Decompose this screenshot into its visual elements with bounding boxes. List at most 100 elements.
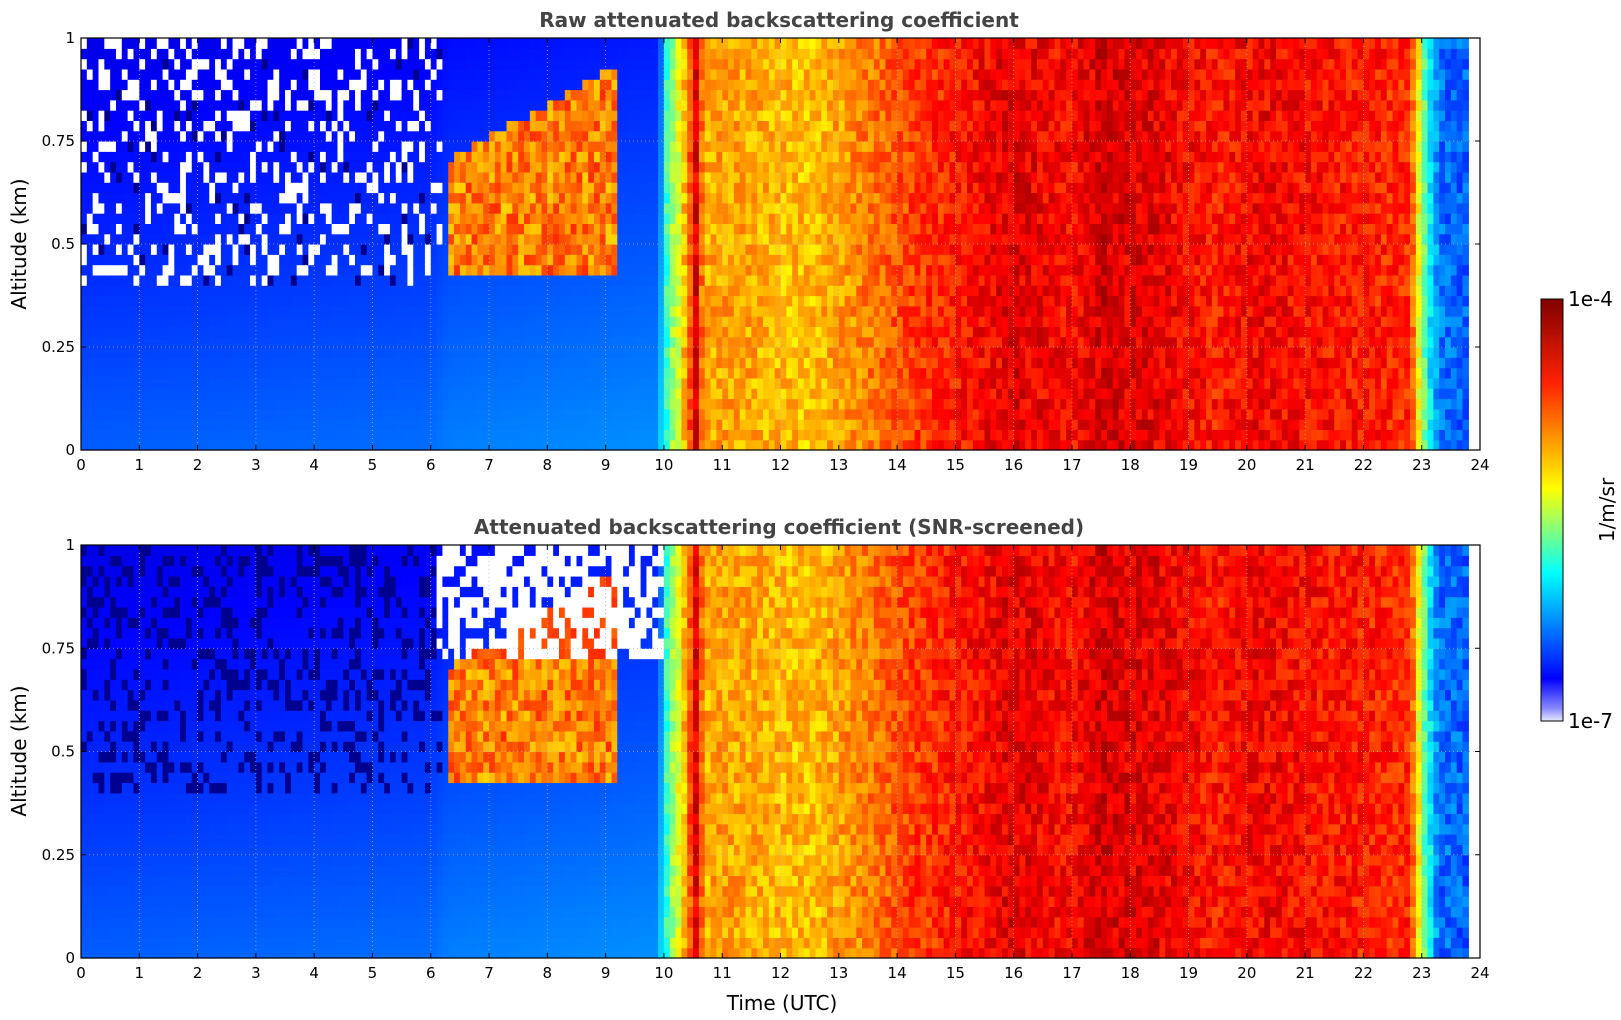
- heatmap-cell: [360, 68, 368, 80]
- heatmap-cell: [360, 151, 368, 163]
- heatmap-cell: [454, 58, 461, 70]
- heatmap-cell: [570, 58, 578, 70]
- heatmap-cell: [360, 408, 368, 420]
- heatmap-cell: [693, 58, 700, 70]
- heatmap-cell: [285, 161, 292, 173]
- heatmap-cell: [471, 68, 478, 80]
- heatmap-cell: [115, 326, 123, 338]
- heatmap-cell: [652, 233, 659, 245]
- heatmap-cell: [314, 305, 321, 317]
- heatmap-cell: [354, 429, 362, 441]
- heatmap-cell: [238, 357, 245, 369]
- heatmap-cell: [728, 285, 735, 297]
- heatmap-cell: [127, 171, 135, 183]
- heatmap-cell: [541, 120, 548, 132]
- heatmap-cell: [669, 233, 677, 245]
- heatmap-cell: [127, 398, 135, 410]
- heatmap-cell: [722, 408, 729, 420]
- heatmap-cell: [547, 388, 554, 400]
- heatmap-cell: [669, 316, 677, 327]
- heatmap-cell: [483, 326, 490, 338]
- heatmap-cell: [98, 38, 105, 49]
- heatmap-cell: [617, 233, 624, 245]
- heatmap-cell: [343, 347, 350, 358]
- heatmap-cell: [203, 151, 210, 163]
- heatmap-cell: [500, 336, 508, 348]
- panel1-title: Raw attenuated backscattering coefficien…: [539, 8, 1019, 32]
- heatmap-cell: [442, 285, 449, 297]
- heatmap-cell: [360, 99, 368, 111]
- heatmap-cell: [413, 429, 420, 441]
- heatmap-cell: [570, 213, 578, 224]
- heatmap-cell: [512, 192, 519, 204]
- heatmap-cell: [145, 213, 152, 224]
- heatmap-cell: [244, 213, 251, 224]
- heatmap-cell: [512, 68, 519, 80]
- heatmap-cell: [792, 130, 799, 142]
- heatmap-cell: [763, 274, 770, 286]
- heatmap-cell: [92, 171, 100, 183]
- heatmap-cell: [354, 336, 362, 348]
- heatmap-cell: [658, 68, 665, 80]
- heatmap-cell: [663, 388, 671, 400]
- heatmap-cell: [354, 130, 362, 142]
- heatmap-cell: [267, 110, 274, 121]
- heatmap-cell: [763, 120, 770, 132]
- heatmap-cell: [150, 141, 158, 152]
- heatmap-cell: [524, 192, 531, 204]
- heatmap-cell: [407, 439, 414, 451]
- heatmap-cell: [593, 357, 601, 369]
- heatmap-cell: [261, 110, 269, 121]
- heatmap-cell: [81, 336, 88, 348]
- heatmap-cell: [454, 192, 461, 204]
- heatmap-cell: [372, 305, 379, 317]
- heatmap-cell: [506, 151, 513, 163]
- heatmap-cell: [436, 161, 444, 173]
- heatmap-cell: [628, 408, 636, 420]
- heatmap-cell: [763, 347, 770, 358]
- heatmap-cell: [325, 429, 333, 441]
- heatmap-cell: [401, 398, 409, 410]
- heatmap-cell: [226, 295, 234, 307]
- heatmap-cell: [704, 233, 712, 245]
- heatmap-cell: [325, 316, 333, 327]
- heatmap-cell: [168, 58, 175, 70]
- heatmap-cell: [803, 285, 811, 297]
- heatmap-cell: [698, 192, 706, 204]
- heatmap-cell: [797, 151, 805, 163]
- heatmap-cell: [506, 48, 513, 60]
- heatmap-cell: [465, 141, 473, 152]
- heatmap-cell: [314, 110, 321, 121]
- heatmap-cell: [628, 388, 636, 400]
- heatmap-cell: [582, 233, 589, 245]
- heatmap-cell: [564, 274, 572, 286]
- heatmap-cell: [104, 408, 111, 420]
- heatmap-cell: [436, 171, 444, 183]
- heatmap-cell: [763, 130, 770, 142]
- heatmap-cell: [553, 316, 560, 327]
- heatmap-cell: [162, 367, 170, 379]
- heatmap-cell: [745, 110, 752, 121]
- heatmap-cell: [150, 398, 158, 410]
- heatmap-cell: [652, 48, 659, 60]
- heatmap-cell: [553, 419, 560, 430]
- heatmap-cell: [354, 347, 362, 358]
- heatmap-cell: [273, 377, 280, 389]
- heatmap-cell: [803, 233, 811, 245]
- heatmap-cell: [448, 367, 455, 379]
- heatmap-cell: [156, 171, 164, 183]
- heatmap-cell: [582, 367, 589, 379]
- heatmap-cell: [185, 377, 193, 389]
- heatmap-cell: [454, 305, 461, 317]
- heatmap-cell: [86, 264, 94, 276]
- heatmap-cell: [716, 99, 723, 111]
- heatmap-cell: [442, 223, 449, 235]
- heatmap-cell: [792, 68, 799, 80]
- heatmap-cell: [430, 141, 438, 152]
- heatmap-cell: [506, 38, 513, 49]
- heatmap-cell: [512, 141, 519, 152]
- heatmap-cell: [325, 305, 333, 317]
- heatmap-cell: [436, 439, 444, 451]
- heatmap-cell: [220, 48, 228, 60]
- heatmap-cell: [261, 336, 269, 348]
